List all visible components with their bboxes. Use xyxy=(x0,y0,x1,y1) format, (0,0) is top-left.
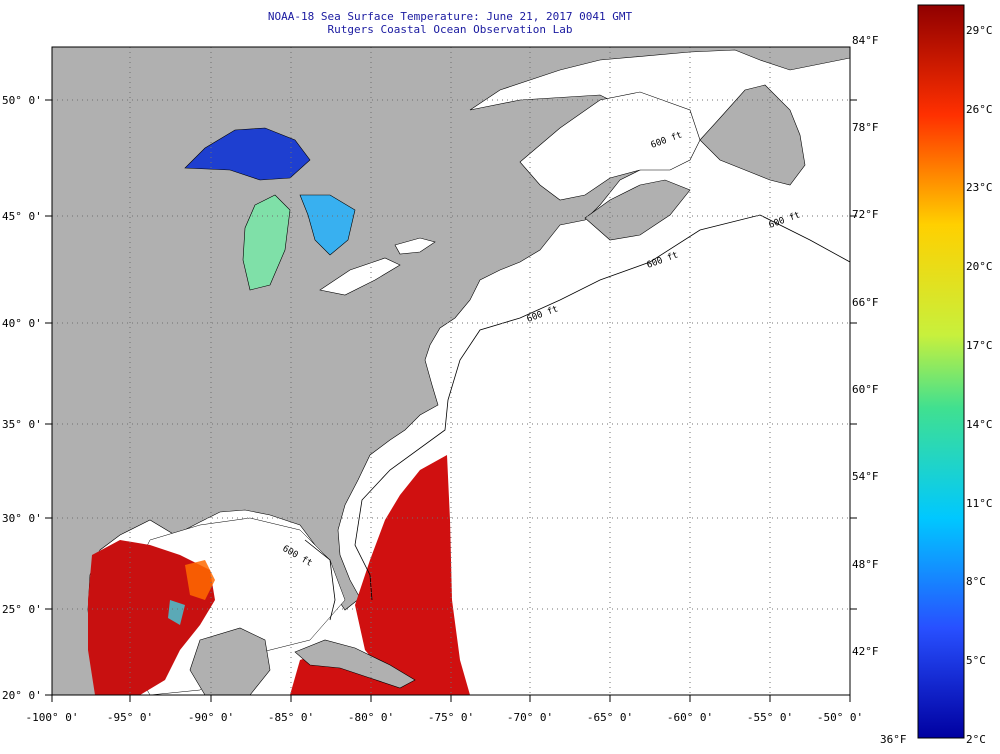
lake-erie xyxy=(319,257,401,296)
celsius-label: 17°C xyxy=(966,339,993,352)
lat-label: 50° 0' xyxy=(2,94,42,107)
lon-label: -80° 0' xyxy=(347,711,395,724)
yucatan xyxy=(189,627,271,695)
cuba xyxy=(294,639,416,689)
newfoundland xyxy=(699,84,806,186)
fahrenheit-label: 84°F xyxy=(852,34,879,47)
map-subtitle: Rutgers Coastal Ocean Observation Lab xyxy=(327,23,573,36)
nova-scotia xyxy=(584,179,691,241)
lat-label: 20° 0' xyxy=(2,689,42,702)
axis-ticks xyxy=(45,99,857,702)
lon-label: -65° 0' xyxy=(586,711,634,724)
fahrenheit-label: 48°F xyxy=(852,558,879,571)
lat-label: 40° 0' xyxy=(2,317,42,330)
celsius-label: 29°C xyxy=(966,24,993,37)
lat-label: 30° 0' xyxy=(2,512,42,525)
colorbar xyxy=(917,4,965,739)
celsius-label: 14°C xyxy=(966,418,993,431)
lon-label: -55° 0' xyxy=(746,711,794,724)
lon-label: -95° 0' xyxy=(106,711,154,724)
lake-huron xyxy=(299,194,356,256)
fahrenheit-label: 72°F xyxy=(852,208,879,221)
celsius-label: 8°C xyxy=(966,575,986,588)
lon-label: -100° 0' xyxy=(25,711,79,724)
fahrenheit-label: 60°F xyxy=(852,383,879,396)
celsius-label: 26°C xyxy=(966,103,993,116)
lat-label: 45° 0' xyxy=(2,210,42,223)
lon-label: -70° 0' xyxy=(506,711,554,724)
fahrenheit-label: 66°F xyxy=(852,296,879,309)
sst-western-gulf xyxy=(88,540,215,695)
sst-gulf-stream xyxy=(355,455,470,695)
lon-label: -50° 0' xyxy=(816,711,864,724)
sst-gulf-patch xyxy=(185,560,215,600)
fahrenheit-label: 78°F xyxy=(852,121,879,134)
fahrenheit-label: 36°F xyxy=(880,733,907,746)
celsius-label: 2°C xyxy=(966,733,986,746)
lake-superior xyxy=(184,127,311,181)
lon-label: -85° 0' xyxy=(267,711,315,724)
sst-gulf-cool xyxy=(168,600,185,625)
celsius-label: 20°C xyxy=(966,260,993,273)
lon-label: -75° 0' xyxy=(427,711,475,724)
map-title: NOAA-18 Sea Surface Temperature: June 21… xyxy=(267,10,633,23)
fahrenheit-label: 42°F xyxy=(852,645,879,658)
celsius-label: 23°C xyxy=(966,181,993,194)
lon-label: -60° 0' xyxy=(666,711,714,724)
celsius-label: 5°C xyxy=(966,654,986,667)
shelf-contour xyxy=(354,214,850,601)
lat-label: 25° 0' xyxy=(2,603,42,616)
gulf-of-st-lawrence xyxy=(519,91,701,201)
lat-label: 35° 0' xyxy=(2,418,42,431)
lake-michigan xyxy=(242,194,291,291)
lon-label: -90° 0' xyxy=(187,711,235,724)
graticule xyxy=(52,47,850,695)
celsius-label: 11°C xyxy=(966,497,993,510)
shelf-contour-2 xyxy=(304,539,336,621)
lake-ontario xyxy=(394,237,436,255)
fahrenheit-label: 54°F xyxy=(852,470,879,483)
